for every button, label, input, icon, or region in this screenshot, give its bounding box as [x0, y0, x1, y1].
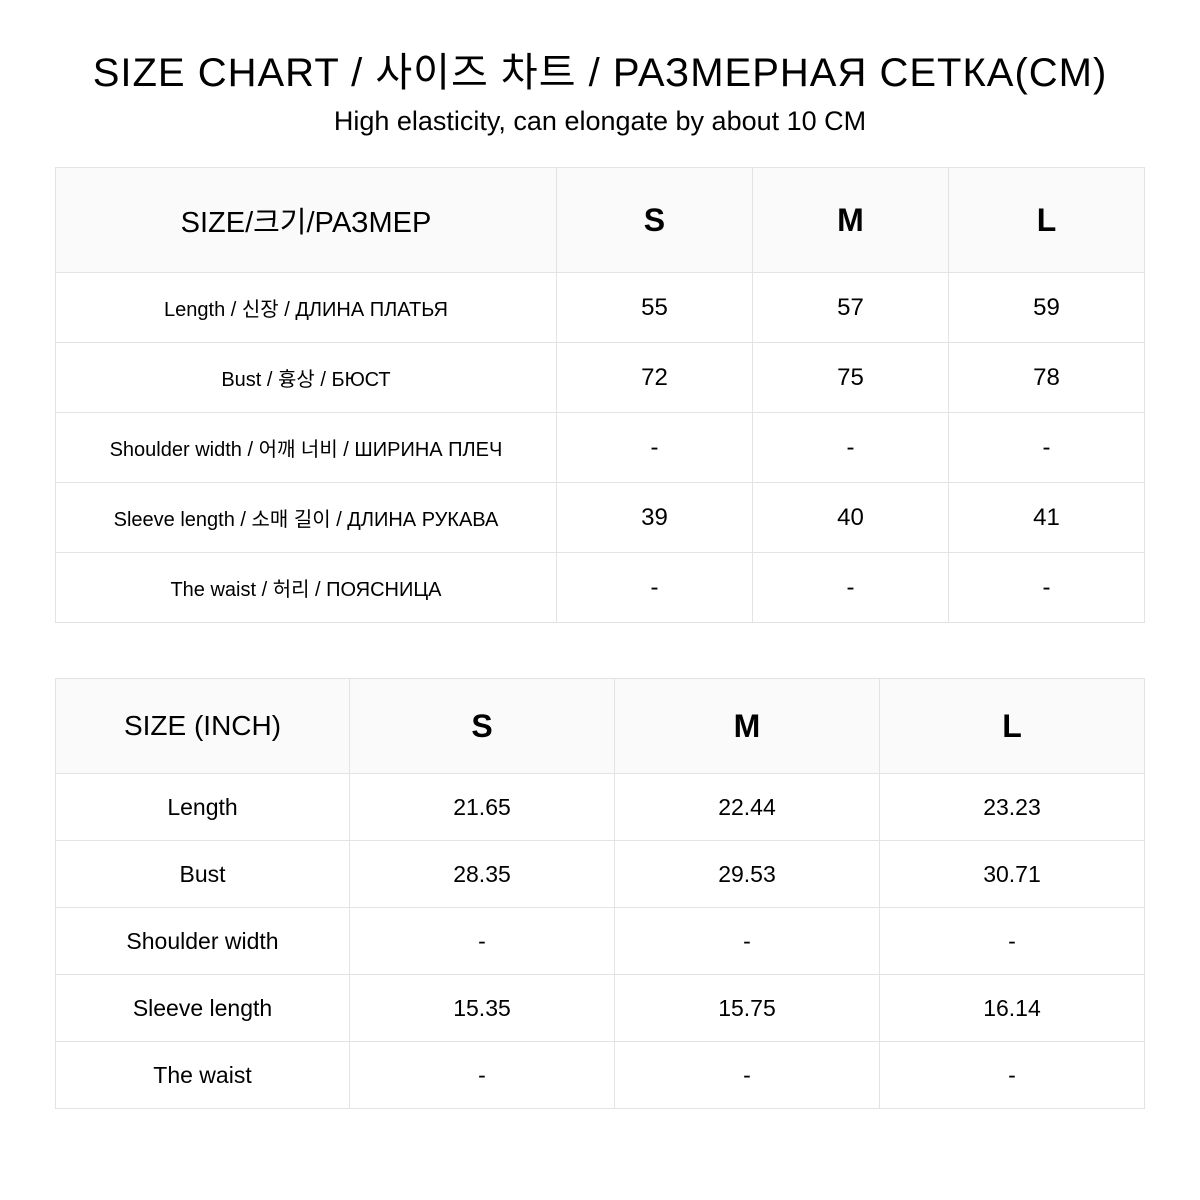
- cell-value: 78: [948, 343, 1144, 413]
- table-header-row: SIZE/크기/РАЗМЕР S M L: [56, 168, 1145, 273]
- table-row: Bust 28.35 29.53 30.71: [56, 841, 1145, 908]
- cell-value: 72: [556, 343, 752, 413]
- cell-value: 23.23: [879, 774, 1144, 841]
- cell-value: 22.44: [615, 774, 880, 841]
- cell-value: 59: [948, 273, 1144, 343]
- row-label: Length: [56, 774, 350, 841]
- table-row: The waist / 허리 / ПОЯСНИЦА - - -: [56, 553, 1145, 623]
- cell-value: -: [556, 553, 752, 623]
- header-size-l: L: [879, 679, 1144, 774]
- header-label: SIZE (INCH): [56, 679, 350, 774]
- cell-value: 39: [556, 483, 752, 553]
- table-row: Shoulder width / 어깨 너비 / ШИРИНА ПЛЕЧ - -…: [56, 413, 1145, 483]
- header-size-s: S: [556, 168, 752, 273]
- cell-value: -: [615, 1042, 880, 1109]
- cell-value: 28.35: [350, 841, 615, 908]
- cell-value: 29.53: [615, 841, 880, 908]
- size-table-cm: SIZE/크기/РАЗМЕР S M L Length / 신장 / ДЛИНА…: [55, 167, 1145, 623]
- header-size-s: S: [350, 679, 615, 774]
- cell-value: 30.71: [879, 841, 1144, 908]
- cell-value: -: [948, 413, 1144, 483]
- table-row: Sleeve length 15.35 15.75 16.14: [56, 975, 1145, 1042]
- row-label: Bust / 흉상 / БЮСТ: [56, 343, 557, 413]
- cell-value: -: [879, 908, 1144, 975]
- cell-value: -: [615, 908, 880, 975]
- row-label: The waist: [56, 1042, 350, 1109]
- header-label: SIZE/크기/РАЗМЕР: [56, 168, 557, 273]
- header-size-m: M: [615, 679, 880, 774]
- row-label: Sleeve length / 소매 길이 / ДЛИНА РУКАВА: [56, 483, 557, 553]
- row-label: The waist / 허리 / ПОЯСНИЦА: [56, 553, 557, 623]
- cell-value: -: [350, 1042, 615, 1109]
- row-label: Sleeve length: [56, 975, 350, 1042]
- header-size-m: M: [752, 168, 948, 273]
- page-subtitle: High elasticity, can elongate by about 1…: [55, 106, 1145, 137]
- row-label: Shoulder width / 어깨 너비 / ШИРИНА ПЛЕЧ: [56, 413, 557, 483]
- cell-value: -: [350, 908, 615, 975]
- row-label: Bust: [56, 841, 350, 908]
- table-row: Sleeve length / 소매 길이 / ДЛИНА РУКАВА 39 …: [56, 483, 1145, 553]
- table-gap: [55, 623, 1145, 678]
- page-title: SIZE CHART / 사이즈 차트 / РАЗМЕРНАЯ СЕТКА(CM…: [55, 40, 1145, 98]
- size-chart-page: SIZE CHART / 사이즈 차트 / РАЗМЕРНАЯ СЕТКА(CM…: [0, 0, 1200, 1109]
- table-row: Length / 신장 / ДЛИНА ПЛАТЬЯ 55 57 59: [56, 273, 1145, 343]
- table-row: Bust / 흉상 / БЮСТ 72 75 78: [56, 343, 1145, 413]
- cell-value: 16.14: [879, 975, 1144, 1042]
- cell-value: 55: [556, 273, 752, 343]
- cell-value: 21.65: [350, 774, 615, 841]
- cell-value: 15.75: [615, 975, 880, 1042]
- cell-value: 15.35: [350, 975, 615, 1042]
- table-header-row: SIZE (INCH) S M L: [56, 679, 1145, 774]
- row-label: Length / 신장 / ДЛИНА ПЛАТЬЯ: [56, 273, 557, 343]
- table-row: Length 21.65 22.44 23.23: [56, 774, 1145, 841]
- header-size-l: L: [948, 168, 1144, 273]
- cell-value: -: [752, 413, 948, 483]
- cell-value: -: [556, 413, 752, 483]
- cell-value: -: [752, 553, 948, 623]
- cell-value: 40: [752, 483, 948, 553]
- row-label: Shoulder width: [56, 908, 350, 975]
- cell-value: 75: [752, 343, 948, 413]
- cell-value: -: [948, 553, 1144, 623]
- table-row: The waist - - -: [56, 1042, 1145, 1109]
- size-table-inch: SIZE (INCH) S M L Length 21.65 22.44 23.…: [55, 678, 1145, 1109]
- cell-value: -: [879, 1042, 1144, 1109]
- table-row: Shoulder width - - -: [56, 908, 1145, 975]
- cell-value: 57: [752, 273, 948, 343]
- cell-value: 41: [948, 483, 1144, 553]
